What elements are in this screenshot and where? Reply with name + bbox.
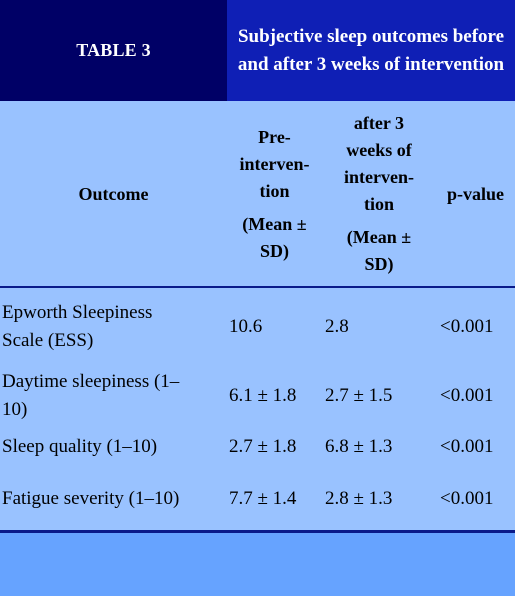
bottom-rule [0,530,515,533]
column-header-post-line: SD) [364,254,394,274]
outcome-line: Daytime sleepiness (1– [2,371,180,392]
column-header-p: p-value [436,101,515,287]
column-header-pre-line: interven- [239,153,310,174]
table-row-outcome: Sleep quality (1–10) [2,432,226,462]
outcome-line: Scale (ESS) [2,330,94,351]
table-cell-post: 2.8 ± 1.3 [325,488,393,509]
header-rule [0,286,515,288]
column-header-outcome: Outcome [0,101,227,287]
footer-band [0,533,515,596]
table-cell-pre: 10.6 [229,316,263,337]
outcome-line: Epworth Sleepiness [2,302,153,323]
column-header-post-line: after 3 [353,113,405,133]
table-cell-p: <0.001 [440,385,494,406]
table-cell-post: 6.8 ± 1.3 [325,436,393,457]
table-cell-p: <0.001 [440,488,494,509]
column-header-outcome-label: Outcome [78,184,149,204]
table-cell-p: <0.001 [440,316,494,337]
column-header-post-line: weeks of [346,140,412,160]
table-body [0,101,515,531]
table-title: TABLE 3 [0,0,227,101]
table-header-band: TABLE 3 Subjective sleep outcomes before… [0,0,515,101]
column-header-post: after 3 weeks of interven- tion (Mean ± … [325,101,433,287]
table-cell-post: 2.8 [325,316,349,337]
table-cell-pre: 6.1 ± 1.8 [229,385,297,406]
column-header-pre-line: Pre- [258,126,291,147]
column-header-post-line: interven- [344,167,414,187]
column-header-post-line: (Mean ± [346,227,412,247]
column-header-post-line: tion [363,194,394,214]
table-row-outcome: Daytime sleepiness (1– 10) [2,368,226,424]
table-cell-post: 2.7 ± 1.5 [325,385,393,406]
column-header-pre: Pre- interven- tion (Mean ± SD) [227,101,322,287]
column-header-pre-line: SD) [259,240,289,261]
table-cell-p: <0.001 [440,436,494,457]
table-row-outcome: Fatigue severity (1–10) [2,484,226,514]
column-header-p-label: p-value [446,184,504,204]
outcome-line: Sleep quality (1–10) [2,436,158,457]
table-caption: Subjective sleep outcomes before and aft… [227,0,515,101]
column-header-pre-line: (Mean ± [242,213,307,234]
table-row-outcome: Epworth Sleepiness Scale (ESS) [2,298,226,356]
outcome-line: Fatigue severity (1–10) [2,488,180,509]
table-cell-pre: 7.7 ± 1.4 [229,488,297,509]
column-header-pre-line: tion [259,180,290,201]
table-cell-pre: 2.7 ± 1.8 [229,436,297,457]
outcome-line: 10) [2,399,28,420]
